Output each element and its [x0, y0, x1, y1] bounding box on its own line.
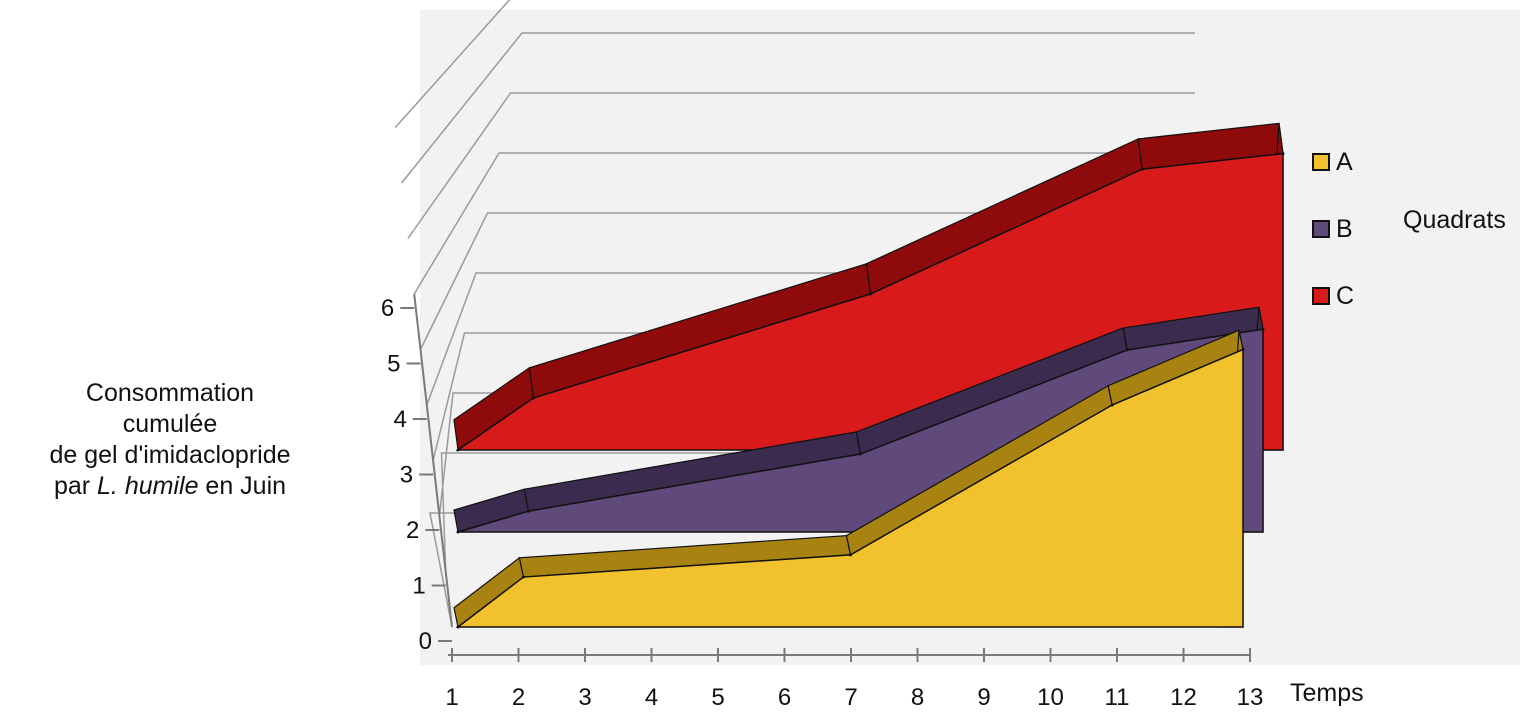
- x-tick-label: 2: [512, 684, 525, 711]
- y-axis-label-line4: par L. humile en Juin: [5, 471, 335, 502]
- y-axis-label: Consommation cumulée de gel d'imidaclopr…: [5, 378, 335, 502]
- x-axis-title: Temps: [1290, 679, 1364, 707]
- y-axis-label-line3: de gel d'imidaclopride: [49, 441, 291, 469]
- legend-swatch-c: [1312, 287, 1330, 305]
- series-c-point-7: [869, 292, 872, 296]
- series-b-point-11: [1125, 348, 1129, 352]
- x-tick-label: 6: [778, 684, 791, 711]
- series-c-point-2: [531, 396, 535, 400]
- gridline: [407, 92, 1195, 239]
- x-tick-label: 1: [445, 684, 458, 711]
- series-b-point-1: [456, 530, 460, 534]
- legend-label-b: B: [1336, 215, 1353, 243]
- series-c-point-11: [1140, 167, 1144, 171]
- y-tick-label: 0: [419, 628, 432, 655]
- gridline: [401, 32, 1195, 184]
- x-tick-label: 7: [844, 684, 857, 711]
- legend-title: Quadrats: [1403, 206, 1506, 234]
- legend-label-c: C: [1336, 282, 1355, 310]
- y-axis-label-line1: Consommation: [85, 379, 255, 407]
- gridline: [419, 212, 1195, 350]
- series-a-point-11: [1110, 403, 1114, 407]
- legend-label-a: A: [1336, 148, 1353, 176]
- gridline: [394, 0, 511, 129]
- x-tick-label: 9: [977, 684, 990, 711]
- legend-item-c: C: [1312, 281, 1372, 311]
- x-tick-label: 3: [578, 684, 591, 711]
- y-axis-label-species: L. humile: [97, 472, 199, 500]
- y-tick-label: 1: [412, 573, 425, 600]
- series-a-point-13: [1241, 348, 1245, 351]
- series-layer: [453, 122, 1285, 629]
- gridline: [413, 152, 1195, 295]
- series-b-point-13: [1261, 327, 1265, 331]
- x-tick-label: 8: [911, 684, 924, 711]
- series-a-point-2: [521, 575, 525, 579]
- legend-swatch-b: [1312, 220, 1330, 238]
- series-b-point-2: [526, 509, 530, 513]
- x-tick-label: 10: [1037, 684, 1064, 711]
- y-axis-label-line4-pre: par: [53, 472, 98, 500]
- y-tick-label: 3: [400, 462, 413, 489]
- legend-item-b: B: [1312, 214, 1372, 244]
- series-a-point-1: [456, 625, 460, 629]
- series-a: [453, 329, 1245, 629]
- legend-item-a: A: [1312, 147, 1372, 177]
- y-tick-label: 2: [406, 517, 419, 544]
- series-c-point-1: [456, 448, 460, 452]
- series-c-point-13: [1281, 152, 1285, 156]
- x-tick-label: 11: [1105, 684, 1130, 711]
- x-tick-label: 13: [1237, 684, 1264, 711]
- x-tick-label: 4: [645, 684, 658, 711]
- x-tick-label: 5: [711, 684, 724, 711]
- series-b-point-7: [859, 452, 862, 456]
- y-axis-label-line4-post: en Juin: [198, 472, 287, 500]
- legend-swatch-a: [1312, 153, 1330, 171]
- series-a-point-7: [849, 553, 852, 557]
- y-axis-label-line2: cumulée: [122, 410, 218, 438]
- y-tick-label: 4: [393, 406, 406, 433]
- gridlines: [394, 0, 1195, 628]
- y-axis-line: [413, 293, 453, 628]
- y-tick-label: 5: [387, 351, 400, 378]
- x-tick-label: 12: [1170, 684, 1197, 711]
- y-tick-label: 6: [381, 295, 394, 322]
